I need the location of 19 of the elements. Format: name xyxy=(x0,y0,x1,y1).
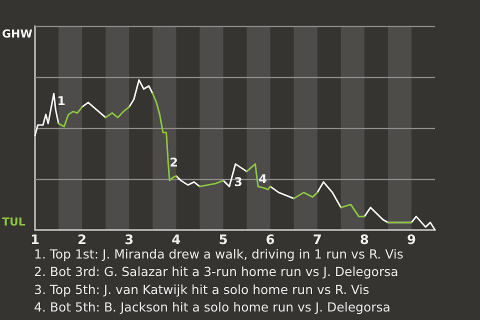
text: 4. Bot 5th: B. Jackson hit a solo home run vs J. Delegorsa xyxy=(34,300,390,315)
x-tick-label: 5 xyxy=(218,233,228,248)
text: 3. Top 5th: J. van Katwijk hit a solo home run vs R. Vis xyxy=(34,282,370,297)
text: 2. Bot 3rd: G. Salazar hit a 3-run home run vs J. Delegorsa xyxy=(34,264,398,280)
annotation: 1 xyxy=(57,94,66,108)
text: TUL xyxy=(2,216,26,228)
x-tick-label: 8 xyxy=(360,233,369,248)
text: 1. Top 1st: J. Miranda drew a walk, driving in 1 run vs R. Vis xyxy=(34,246,404,262)
x-tick-label: 1 xyxy=(30,233,40,248)
x-tick-label: 6 xyxy=(266,233,275,248)
x-tick-label: 2 xyxy=(78,233,87,248)
x-tick-label: 7 xyxy=(312,233,322,248)
x-tick-label: 4 xyxy=(172,233,181,248)
annotation: 4 xyxy=(258,172,267,186)
text: GHW xyxy=(2,28,32,40)
annotation: 3 xyxy=(234,175,242,189)
x-tick-label: 3 xyxy=(124,233,134,248)
annotation: 2 xyxy=(170,156,178,170)
x-tick-label: 9 xyxy=(406,233,416,248)
